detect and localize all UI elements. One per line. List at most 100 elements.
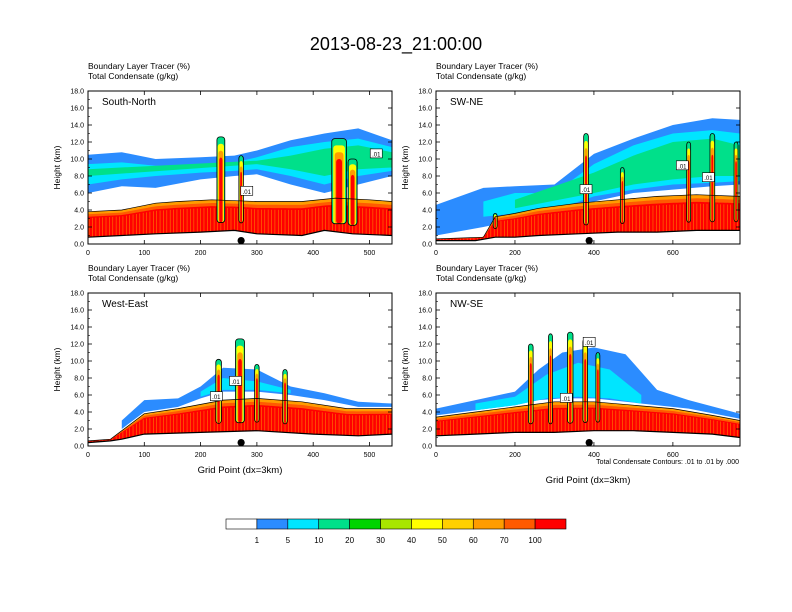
x-tick-label: 0 — [86, 452, 90, 459]
convective-tower — [595, 352, 601, 423]
panel-header-line: Total Condensate (g/kg) — [88, 273, 178, 283]
y-tick-label: 14.0 — [70, 325, 84, 332]
y-axis-label: Height (km) — [52, 347, 62, 391]
contour-label: .01 — [585, 341, 594, 347]
condensate-contour — [215, 358, 222, 424]
tower-layer — [621, 180, 624, 224]
tower-layer — [529, 363, 532, 424]
y-axis-label: Height (km) — [400, 145, 410, 189]
panel-header-line: Total Condensate (g/kg) — [88, 71, 178, 81]
x-tick-label: 500 — [364, 452, 376, 459]
convective-tower — [583, 133, 589, 226]
contour-label: .01 — [372, 152, 381, 158]
colorbar-level-label: 100 — [528, 536, 542, 545]
panel-label: South-North — [102, 97, 156, 108]
panel-header-line: Total Condensate (g/kg) — [436, 273, 526, 283]
y-tick-label: 0.0 — [422, 444, 432, 451]
panel-west-east: Boundary Layer Tracer (%)Total Condensat… — [52, 263, 393, 476]
y-tick-label: 0.0 — [74, 242, 84, 249]
condensate-contour — [548, 333, 553, 425]
convective-tower — [282, 369, 288, 425]
condensate-contour — [527, 343, 534, 425]
tracer-field: .01 .01 — [88, 338, 392, 444]
tower-layer — [284, 382, 286, 424]
condensate-contour — [216, 136, 226, 223]
boundary-layer-band — [436, 407, 740, 438]
tracer-field: .01 .01 — [88, 128, 392, 238]
location-marker — [585, 237, 593, 245]
colorbar-level-label: 40 — [407, 536, 416, 545]
colorbar-level-label: 10 — [314, 536, 323, 545]
terrain-line — [88, 229, 392, 238]
tower-layer — [238, 359, 242, 423]
contour-label: .01 — [243, 190, 252, 196]
convective-tower — [527, 343, 534, 425]
x-tick-label: 200 — [509, 452, 521, 459]
y-tick-label: 2.0 — [422, 225, 432, 232]
striations — [436, 409, 738, 438]
y-tick-label: 18.0 — [418, 89, 432, 96]
tower-layer — [336, 159, 343, 224]
contour-label-box — [676, 160, 689, 171]
colorbar-level-label: 50 — [438, 536, 447, 545]
contour-label-box — [702, 172, 715, 182]
contour-label-box — [559, 393, 573, 403]
panel-header-line: Boundary Layer Tracer (%) — [88, 263, 190, 273]
y-tick-label: 8.0 — [422, 174, 432, 181]
x-tick-label: 100 — [138, 250, 150, 257]
tower-layer — [219, 157, 223, 223]
panel-south-north: Boundary Layer Tracer (%)Total Condensat… — [52, 61, 393, 257]
y-tick-label: 18.0 — [70, 89, 84, 96]
tower-layer — [711, 154, 714, 222]
convective-tower — [548, 333, 553, 425]
contour-label-box — [369, 148, 383, 159]
condensate-contour — [331, 138, 347, 225]
x-tick-label: 400 — [588, 250, 600, 257]
striations — [436, 203, 738, 241]
convective-tower — [567, 331, 574, 424]
condensate-contour — [619, 167, 625, 224]
condensate-contour — [492, 212, 498, 230]
y-tick-label: 4.0 — [422, 208, 432, 215]
convective-tower — [347, 158, 358, 226]
convective-tower — [582, 338, 589, 423]
figure-title: 2013-08-23_21:00:00 — [310, 34, 482, 55]
colorbar-swatch — [318, 518, 350, 530]
y-tick-label: 6.0 — [74, 191, 84, 198]
y-tick-label: 8.0 — [422, 376, 432, 383]
y-tick-label: 8.0 — [74, 376, 84, 383]
tracer-field: .01 .01 — [436, 331, 740, 439]
tower-layer — [687, 161, 690, 223]
tower-layer — [569, 353, 572, 424]
colorbar-swatch — [225, 518, 258, 530]
colorbar-level-label: 70 — [500, 536, 509, 545]
convective-tower — [733, 141, 739, 223]
condensate-contour — [282, 369, 288, 425]
colorbar-level-label: 60 — [469, 536, 478, 545]
y-tick-label: 12.0 — [418, 140, 432, 147]
x-tick-label: 400 — [588, 452, 600, 459]
condensate-contour — [595, 352, 601, 423]
x-tick-label: 400 — [307, 250, 319, 257]
boundary-layer — [436, 401, 740, 438]
condensate-contour — [347, 158, 358, 226]
y-tick-label: 2.0 — [422, 427, 432, 434]
y-tick-label: 4.0 — [422, 410, 432, 417]
colorbar-swatch — [534, 518, 567, 530]
convective-tower — [686, 141, 692, 223]
y-tick-label: 2.0 — [74, 427, 84, 434]
y-axis-label: Height (km) — [52, 145, 62, 189]
y-tick-label: 8.0 — [74, 174, 84, 181]
y-tick-label: 6.0 — [422, 393, 432, 400]
colorbar-level-label: 20 — [345, 536, 354, 545]
x-tick-label: 400 — [307, 452, 319, 459]
location-marker — [237, 237, 245, 245]
contour-label: .01 — [704, 176, 713, 182]
x-tick-label: 300 — [251, 250, 263, 257]
y-tick-label: 10.0 — [70, 359, 84, 366]
location-marker — [585, 439, 593, 447]
convective-tower — [215, 358, 222, 424]
y-tick-label: 18.0 — [418, 291, 432, 298]
x-tick-label: 200 — [195, 452, 207, 459]
